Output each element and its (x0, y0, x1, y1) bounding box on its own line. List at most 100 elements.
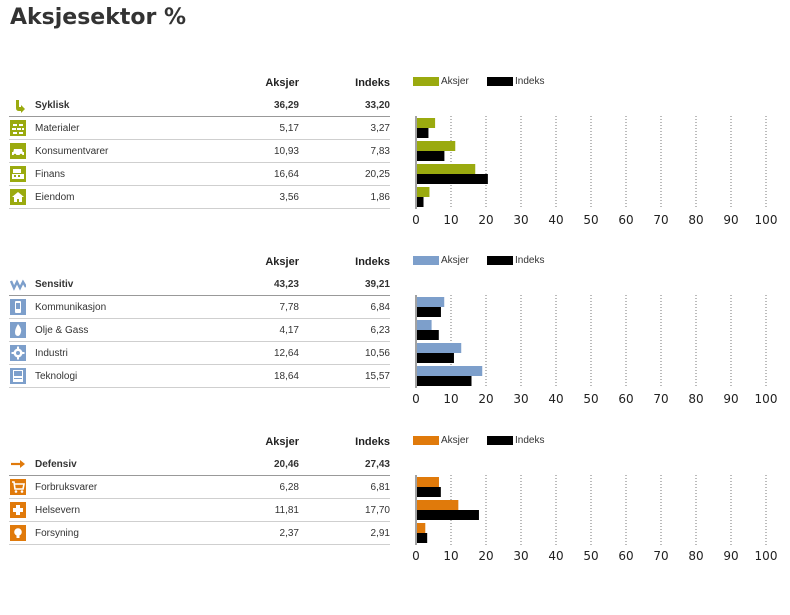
table-row: Finans 16,64 20,25 (9, 162, 390, 186)
flame-icon (10, 322, 26, 338)
house-icon (10, 189, 26, 205)
aksjer-value: 10,93 (273, 146, 299, 157)
aksjer-value: 12,64 (273, 348, 299, 359)
computer-icon (10, 368, 26, 384)
indeks-value: 33,20 (364, 100, 390, 111)
x-tick-label: 30 (513, 392, 528, 406)
row-label: Sensitiv (35, 279, 74, 290)
legend-swatch (413, 256, 439, 265)
x-tick-label: 60 (618, 549, 633, 563)
aksjer-value: 16,64 (273, 169, 299, 180)
bar-chart-defensiv: 0 10 20 30 40 50 60 70 80 90 100 (412, 475, 777, 563)
bar-indeks (417, 487, 441, 497)
phone-icon (10, 299, 26, 315)
bar-indeks (417, 307, 441, 317)
legend-swatch (413, 436, 439, 445)
x-tick-label: 0 (412, 213, 420, 227)
table-row: Olje & Gass 4,17 6,23 (9, 318, 390, 342)
legend-label: Aksjer (441, 435, 469, 446)
x-tick-label: 40 (548, 392, 563, 406)
column-header-aksjer: Aksjer (265, 77, 299, 89)
flame-icon (10, 322, 26, 338)
indeks-value: 7,83 (370, 146, 390, 157)
bar-chart-sensitiv: 0 10 20 30 40 50 60 70 80 90 100 (412, 295, 778, 406)
aksjer-value: 11,81 (274, 505, 299, 516)
table-row: Industri 12,64 10,56 (9, 341, 390, 365)
indeks-value: 17,70 (364, 505, 390, 516)
bar-aksjer (417, 118, 436, 128)
table-row: Kommunikasjon 7,78 6,84 (9, 295, 390, 319)
bar-indeks (417, 128, 429, 138)
gear-icon (10, 345, 26, 361)
right-arrow-icon (10, 456, 26, 472)
indeks-value: 6,23 (370, 325, 390, 336)
x-tick-label: 60 (618, 213, 633, 227)
aksjer-value: 3,56 (279, 192, 299, 203)
row-label: Materialer (35, 123, 80, 134)
indeks-value: 2,91 (370, 528, 390, 539)
legend-swatch (413, 77, 439, 86)
aksjer-value: 7,78 (279, 302, 299, 313)
indeks-value: 1,86 (370, 192, 390, 203)
cycle-arrow-icon (12, 100, 25, 113)
sector-section-sensitiv: Aksjer Indeks Sensitiv 43,23 39,21 Kommunikas… (0, 255, 790, 415)
row-label: Konsumentvarer (35, 146, 109, 157)
sector-section-syklisk: Aksjer Indeks Syklisk 36,29 33,20 Materialer 5… (0, 76, 790, 236)
x-tick-label: 0 (412, 549, 420, 563)
wave-icon (9, 276, 28, 292)
phone-icon (10, 299, 26, 315)
bricks-icon (10, 120, 26, 136)
row-label: Industri (35, 348, 68, 359)
legend-label: Aksjer (441, 76, 469, 87)
bar-indeks (417, 197, 424, 207)
bar-indeks (417, 376, 472, 386)
legend-item-indeks: Indeks (487, 435, 544, 446)
row-label: Syklisk (35, 100, 70, 111)
bricks-icon (10, 120, 26, 136)
table-row: Forbruksvarer 6,28 6,81 (9, 475, 390, 499)
row-label: Finans (35, 169, 66, 180)
bar-indeks (417, 330, 439, 340)
indeks-value: 20,25 (364, 169, 390, 180)
x-tick-label: 10 (443, 392, 458, 406)
x-tick-label: 100 (755, 213, 778, 227)
row-label: Forsyning (35, 528, 79, 539)
cart-icon (10, 479, 26, 495)
bar-aksjer (417, 320, 432, 330)
bar-aksjer (417, 187, 430, 197)
indeks-value: 6,81 (370, 482, 390, 493)
computer-icon (10, 368, 26, 384)
bar-indeks (417, 174, 488, 184)
cycle-arrow-icon (10, 97, 26, 113)
x-tick-label: 90 (723, 549, 738, 563)
group-row: Sensitiv 43,23 39,21 (9, 272, 390, 296)
cart-icon (10, 479, 26, 495)
x-tick-label: 50 (583, 549, 598, 563)
aksjer-value: 4,17 (279, 325, 299, 336)
legend-swatch (487, 256, 513, 265)
x-tick-label: 50 (583, 392, 598, 406)
cash-register-icon (10, 166, 26, 182)
legend-label: Indeks (515, 435, 545, 446)
table-row: Teknologi 18,64 15,57 (9, 364, 390, 388)
x-tick-label: 40 (548, 213, 563, 227)
legend-swatch (487, 77, 513, 86)
legend-label: Aksjer (441, 255, 469, 266)
bar-aksjer (417, 366, 483, 376)
row-label: Forbruksvarer (35, 482, 98, 493)
x-tick-label: 30 (513, 213, 528, 227)
legend-swatch (487, 436, 513, 445)
column-header-indeks: Indeks (355, 436, 390, 448)
indeks-value: 10,56 (364, 348, 390, 359)
x-tick-label: 20 (478, 392, 493, 406)
bar-aksjer (417, 297, 445, 307)
lightbulb-icon (10, 525, 26, 541)
x-tick-label: 20 (478, 549, 493, 563)
medical-cross-icon (10, 502, 26, 518)
x-tick-label: 40 (548, 549, 563, 563)
aksjer-value: 20,46 (273, 459, 299, 470)
x-tick-label: 100 (755, 392, 778, 406)
x-tick-label: 80 (688, 213, 703, 227)
bar-indeks (417, 353, 454, 363)
x-tick-label: 50 (583, 213, 598, 227)
